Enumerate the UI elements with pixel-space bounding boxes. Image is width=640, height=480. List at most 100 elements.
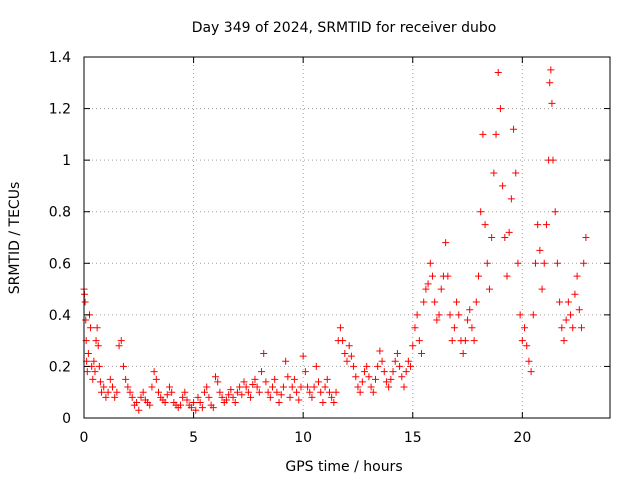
- y-tick-label: 0.2: [49, 359, 71, 375]
- data-point: [494, 68, 502, 76]
- data-point: [527, 368, 535, 376]
- data-point: [549, 156, 557, 164]
- data-point: [578, 324, 586, 332]
- data-point: [321, 383, 329, 391]
- data-point: [282, 357, 290, 365]
- data-point: [347, 352, 355, 360]
- data-point: [183, 396, 191, 404]
- data-point: [481, 221, 489, 229]
- data-point: [137, 393, 145, 401]
- data-point: [92, 337, 100, 345]
- data-point: [214, 378, 222, 386]
- data-point: [135, 406, 143, 414]
- data-point: [534, 221, 542, 229]
- data-point: [490, 169, 498, 177]
- y-tick-label: 0.6: [49, 256, 71, 272]
- data-point: [483, 259, 491, 267]
- data-point: [165, 383, 173, 391]
- data-point: [275, 399, 283, 407]
- data-point: [546, 79, 554, 87]
- data-point: [216, 388, 224, 396]
- data-point: [98, 388, 106, 396]
- data-point: [93, 324, 101, 332]
- data-point: [562, 316, 570, 324]
- data-point: [95, 362, 103, 370]
- x-tick-label: 5: [189, 430, 198, 446]
- data-point: [422, 285, 430, 293]
- data-point: [231, 399, 239, 407]
- data-point: [407, 362, 415, 370]
- data-point: [319, 399, 327, 407]
- data-point: [108, 383, 116, 391]
- data-point: [540, 259, 548, 267]
- data-point: [90, 357, 98, 365]
- data-point: [531, 259, 539, 267]
- data-point: [369, 388, 377, 396]
- data-point: [516, 311, 524, 319]
- data-point: [426, 259, 434, 267]
- data-point: [415, 337, 423, 345]
- data-point: [203, 383, 211, 391]
- data-point: [468, 324, 476, 332]
- data-point: [548, 99, 556, 107]
- data-point: [523, 342, 531, 350]
- data-point: [433, 316, 441, 324]
- data-point: [358, 378, 366, 386]
- data-point: [277, 391, 285, 399]
- data-point: [306, 388, 314, 396]
- data-point: [376, 347, 384, 355]
- data-point: [547, 66, 555, 74]
- data-point: [312, 362, 320, 370]
- y-tick-label: 0.8: [49, 205, 71, 221]
- axis-ticks: 0 0.2 0.4 0.6 0.8 1 1.2 1.4 0 5 10 15 20: [49, 50, 610, 446]
- data-point: [402, 368, 410, 376]
- data-point: [124, 383, 132, 391]
- y-tick-label: 1.4: [49, 50, 71, 66]
- data-point: [229, 393, 237, 401]
- data-point: [411, 324, 419, 332]
- x-tick-label: 10: [294, 430, 312, 446]
- data-point: [437, 285, 445, 293]
- data-point: [87, 324, 95, 332]
- data-point: [556, 298, 564, 306]
- chart-title: Day 349 of 2024, SRMTID for receiver dub…: [192, 20, 497, 36]
- data-point: [201, 388, 209, 396]
- data-point: [521, 324, 529, 332]
- data-point: [330, 399, 338, 407]
- data-point: [374, 362, 382, 370]
- data-point: [242, 383, 250, 391]
- data-point: [295, 396, 303, 404]
- data-point: [225, 391, 233, 399]
- data-point: [444, 272, 452, 280]
- data-point: [89, 375, 97, 383]
- data-point: [538, 285, 546, 293]
- data-point: [332, 388, 340, 396]
- data-point: [461, 337, 469, 345]
- data-point: [258, 368, 266, 376]
- data-point: [190, 399, 198, 407]
- data-point: [240, 378, 248, 386]
- data-point: [396, 362, 404, 370]
- data-point: [400, 383, 408, 391]
- data-point: [187, 404, 195, 412]
- data-point: [251, 375, 259, 383]
- data-point: [83, 368, 91, 376]
- data-point: [115, 342, 123, 350]
- data-point: [448, 337, 456, 345]
- data-point: [284, 373, 292, 381]
- data-point: [328, 393, 336, 401]
- data-point: [163, 391, 171, 399]
- data-point: [148, 383, 156, 391]
- x-axis-label: GPS time / hours: [285, 459, 402, 475]
- data-point: [507, 195, 515, 203]
- data-point: [378, 357, 386, 365]
- data-point: [472, 298, 480, 306]
- data-point: [496, 105, 504, 113]
- data-point: [505, 228, 513, 236]
- data-point: [569, 324, 577, 332]
- data-point: [336, 324, 344, 332]
- data-point: [525, 357, 533, 365]
- data-point: [150, 368, 158, 376]
- data-point: [227, 386, 235, 394]
- y-tick-label: 1: [62, 153, 71, 169]
